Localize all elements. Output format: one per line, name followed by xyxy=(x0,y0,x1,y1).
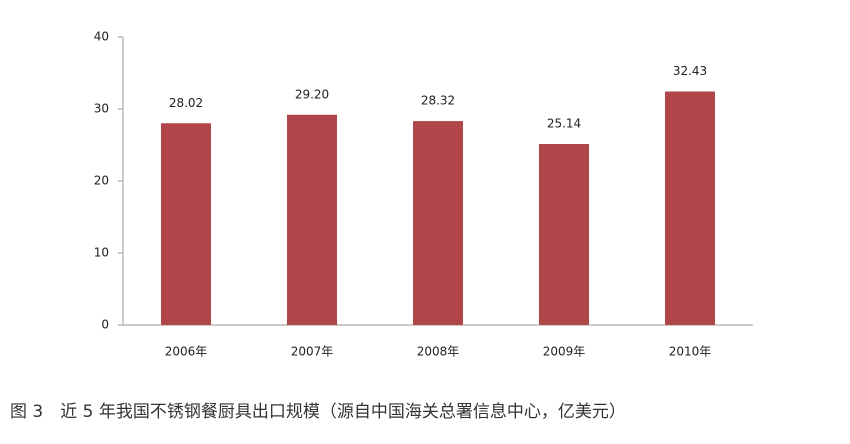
chart-title: 图 3 近 5 年我国不锈钢餐厨具出口规模（源自中国海关总署信息中心，亿美元） xyxy=(10,402,626,422)
bar xyxy=(413,121,463,325)
bar xyxy=(287,114,337,325)
bar xyxy=(539,143,589,325)
value-label: 28.32 xyxy=(421,94,455,108)
value-label: 28.02 xyxy=(169,96,203,110)
value-label: 25.14 xyxy=(547,116,581,130)
x-tick-label: 2008年 xyxy=(417,345,460,359)
y-tick-label: 10 xyxy=(94,246,109,260)
y-tick-label: 0 xyxy=(101,318,109,332)
y-tick-label: 40 xyxy=(94,30,109,44)
x-tick-label: 2006年 xyxy=(165,345,208,359)
x-tick-label: 2009年 xyxy=(543,345,586,359)
value-label: 29.20 xyxy=(295,87,329,101)
x-tick-label: 2007年 xyxy=(291,345,334,359)
value-label: 32.43 xyxy=(673,64,707,78)
y-tick-label: 30 xyxy=(94,102,109,116)
bar xyxy=(161,123,211,325)
x-tick-label: 2010年 xyxy=(669,345,712,359)
y-tick-label: 20 xyxy=(94,174,109,188)
bar xyxy=(665,91,715,325)
